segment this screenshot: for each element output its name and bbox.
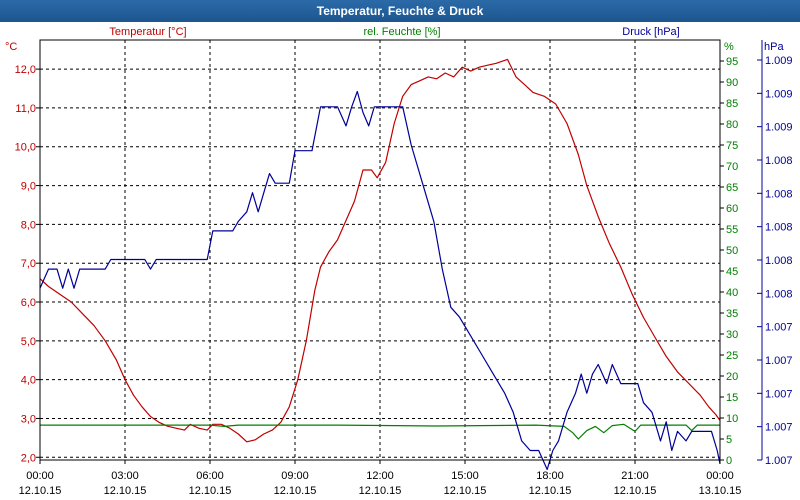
- date-tick-label: 13.10.15: [699, 485, 742, 497]
- humidity-tick-label: 50: [726, 245, 738, 257]
- pressure-line: [39, 90, 721, 471]
- time-tick-label: 18:00: [536, 470, 564, 482]
- humidity-tick-label: 35: [726, 308, 738, 320]
- time-tick-label: 00:00: [26, 470, 54, 482]
- pressure-axis: 1.007 1.007 1.007 1.007 1.007 1.008 1.008 1.008…: [757, 40, 793, 467]
- temperature-tick-label: 2,0: [21, 452, 36, 464]
- temperature-tick-label: 5,0: [21, 336, 36, 348]
- time-tick-label: 06:00: [196, 470, 224, 482]
- temperature-tick-label: 11,0: [15, 103, 36, 115]
- pressure-tick-label: 1.007: [765, 422, 793, 434]
- pressure-tick-label: 1.009: [765, 88, 793, 100]
- temperature-tick-label: 4,0: [21, 375, 36, 387]
- temperature-line: [39, 58, 721, 443]
- date-tick-label: 12.10.15: [189, 485, 232, 497]
- window-title: Temperatur, Feuchte & Druck: [0, 0, 800, 22]
- date-tick-label: 12.10.15: [274, 485, 317, 497]
- time-axis: 00:00 12.10.15 03:00 12.10.15 06:00 12.10.15 0…: [19, 460, 742, 497]
- date-tick-label: 12.10.15: [614, 485, 657, 497]
- temperature-tick-label: 3,0: [21, 413, 36, 425]
- time-tick-label: 12:00: [366, 470, 394, 482]
- humidity-tick-label: 85: [726, 98, 738, 110]
- humidity-line: [40, 423, 720, 440]
- humidity-tick-label: 55: [726, 224, 738, 236]
- temperature-tick-label: 9,0: [21, 181, 36, 193]
- pressure-tick-label: 1.007: [765, 455, 793, 467]
- pressure-tick-label: 1.008: [765, 255, 793, 267]
- date-tick-label: 12.10.15: [444, 485, 487, 497]
- date-tick-label: 12.10.15: [529, 485, 572, 497]
- pressure-axis-title: Druck [hPa]: [622, 26, 679, 38]
- temperature-tick-label: 8,0: [21, 219, 36, 231]
- temperature-axis-title: Temperatur [°C]: [109, 26, 186, 38]
- date-tick-label: 12.10.15: [359, 485, 402, 497]
- humidity-tick-label: 75: [726, 140, 738, 152]
- pressure-tick-label: 1.008: [765, 155, 793, 167]
- time-tick-label: 00:00: [706, 470, 734, 482]
- humidity-tick-label: 0: [726, 455, 732, 467]
- temperature-tick-label: 10,0: [15, 142, 36, 154]
- time-tick-label: 21:00: [621, 470, 649, 482]
- temperature-unit-label: °C: [5, 41, 17, 53]
- humidity-tick-label: 45: [726, 266, 738, 278]
- humidity-tick-label: 5: [726, 434, 732, 446]
- pressure-tick-label: 1.008: [765, 188, 793, 200]
- humidity-tick-label: 90: [726, 77, 738, 89]
- time-tick-label: 15:00: [451, 470, 479, 482]
- humidity-tick-label: 60: [726, 203, 738, 215]
- temperature-axis: 2,0 3,0 4,0 5,0 6,0 7,0 8,0 9,0 10,0 11,0 12,0: [15, 64, 40, 464]
- pressure-unit-label: hPa: [764, 41, 784, 53]
- time-tick-label: 09:00: [281, 470, 309, 482]
- pressure-tick-label: 1.007: [765, 355, 793, 367]
- humidity-axis-title: rel. Feuchte [%]: [363, 26, 440, 38]
- temperature-tick-label: 12,0: [15, 64, 36, 76]
- temperature-tick-label: 6,0: [21, 297, 36, 309]
- series-layer: [39, 58, 721, 471]
- humidity-tick-label: 10: [726, 413, 738, 425]
- pressure-tick-label: 1.009: [765, 55, 793, 67]
- date-tick-label: 12.10.15: [104, 485, 147, 497]
- pressure-tick-label: 1.007: [765, 388, 793, 400]
- humidity-tick-label: 70: [726, 161, 738, 173]
- pressure-tick-label: 1.009: [765, 122, 793, 134]
- humidity-tick-label: 95: [726, 56, 738, 68]
- pressure-tick-label: 1.008: [765, 222, 793, 234]
- time-tick-label: 03:00: [111, 470, 139, 482]
- humidity-tick-label: 40: [726, 287, 738, 299]
- pressure-tick-label: 1.007: [765, 322, 793, 334]
- humidity-tick-label: 25: [726, 350, 738, 362]
- grid-lines: [39, 40, 721, 460]
- temperature-tick-label: 7,0: [21, 258, 36, 270]
- humidity-tick-label: 20: [726, 371, 738, 383]
- humidity-tick-label: 15: [726, 392, 738, 404]
- date-tick-label: 12.10.15: [19, 485, 62, 497]
- humidity-tick-label: 80: [726, 119, 738, 131]
- humidity-axis: 0 5 10 15 20 25 30 35 40 45 50 55 60 65 70 75 80 85 90 95: [720, 56, 738, 467]
- humidity-tick-label: 65: [726, 182, 738, 194]
- humidity-tick-label: 30: [726, 329, 738, 341]
- pressure-tick-label: 1.008: [765, 288, 793, 300]
- humidity-unit-label: %: [724, 41, 734, 53]
